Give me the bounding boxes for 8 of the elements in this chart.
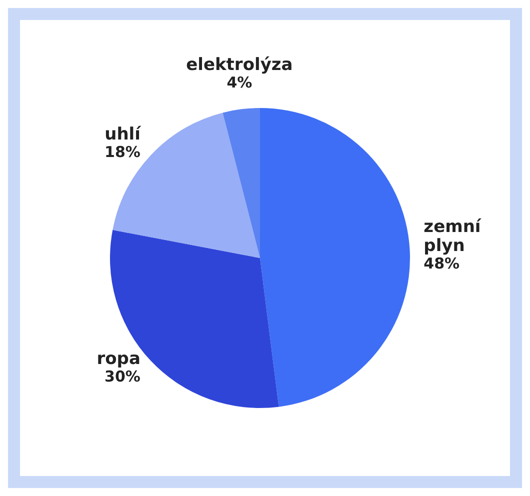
- slice-label: ropa: [96, 349, 140, 370]
- slice-label: zemní plyn: [424, 217, 482, 256]
- data-label: 48%: [424, 254, 460, 273]
- slice-label: uhlí: [104, 124, 142, 145]
- slice-label: elektrolýza: [186, 55, 293, 76]
- data-label: 30%: [104, 368, 140, 386]
- data-label: 18%: [104, 143, 140, 162]
- data-label: 4%: [226, 74, 252, 92]
